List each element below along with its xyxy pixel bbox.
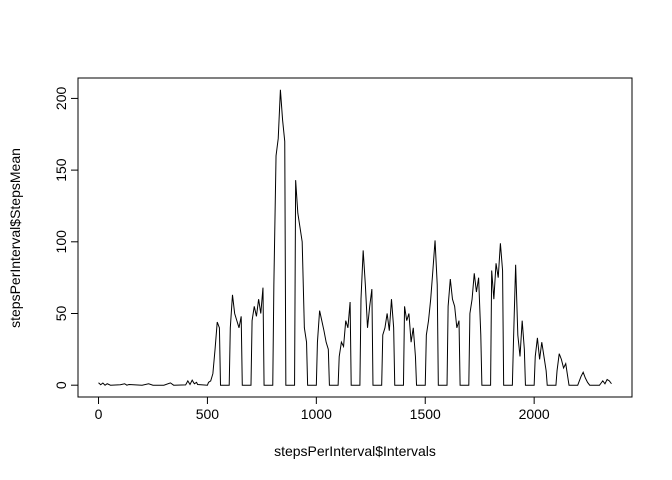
y-tick-label: 100: [53, 230, 69, 254]
y-tick-label: 200: [53, 87, 69, 111]
y-tick-label: 50: [53, 305, 69, 321]
data-line: [98, 89, 612, 386]
x-tick-label: 2000: [519, 406, 550, 422]
x-tick-label: 500: [196, 406, 220, 422]
x-tick-label: 0: [95, 406, 103, 422]
plot-box: [77, 77, 633, 398]
x-tick-label: 1000: [301, 406, 332, 422]
x-axis-label: stepsPerInterval$Intervals: [274, 443, 436, 459]
y-tick-label: 150: [53, 158, 69, 182]
y-tick-label: 0: [53, 381, 69, 389]
y-axis-label: stepsPerInterval$StepsMean: [7, 148, 23, 328]
x-tick-label: 1500: [410, 406, 441, 422]
